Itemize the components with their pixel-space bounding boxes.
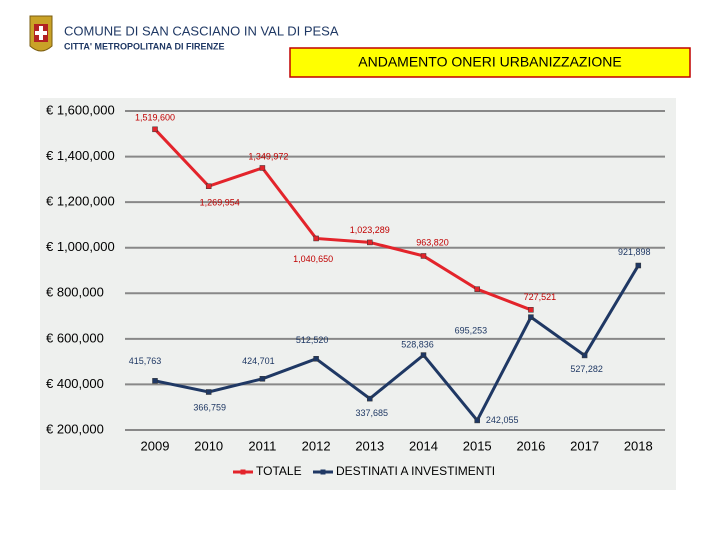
x-tick-label: 2015 — [463, 438, 492, 453]
x-tick-label: 2012 — [302, 438, 331, 453]
data-label: 527,282 — [570, 364, 603, 374]
data-label: 366,759 — [193, 402, 226, 412]
series-marker — [367, 239, 373, 246]
title-box — [289, 47, 691, 78]
x-tick-label: 2016 — [516, 438, 545, 453]
x-tick-label: 2013 — [355, 438, 384, 453]
series-line — [153, 128, 532, 312]
data-label: 512,520 — [296, 335, 329, 345]
y-tick-label: € 1,000,000 — [46, 239, 115, 254]
y-tick-label: € 600,000 — [46, 330, 104, 345]
series-marker — [205, 389, 212, 395]
x-tick-label: 2018 — [624, 438, 653, 453]
data-label: 1,269,954 — [200, 198, 240, 208]
legend-marker — [320, 469, 326, 475]
data-label: 963,820 — [416, 237, 449, 247]
series-marker — [313, 235, 319, 242]
y-tick-label: € 1,600,000 — [46, 102, 115, 117]
series-marker — [420, 253, 427, 259]
legend-label: DESTINATI A INVESTIMENTI — [336, 464, 495, 478]
series-marker — [420, 352, 427, 358]
data-label: 695,253 — [455, 326, 488, 336]
series-marker — [259, 165, 266, 171]
series-marker — [528, 314, 534, 320]
x-tick-label: 2010 — [194, 438, 223, 453]
data-label: 528,836 — [401, 339, 434, 349]
chart-title: ANDAMENTO ONERI URBANIZZAZIONE — [358, 54, 621, 70]
y-tick-label: € 1,400,000 — [46, 148, 115, 163]
series-marker — [474, 286, 480, 292]
header-title: COMUNE DI SAN CASCIANO IN VAL DI PESA — [64, 23, 339, 38]
series-marker — [152, 378, 158, 384]
data-label: 1,023,289 — [350, 225, 390, 235]
data-label: 1,349,972 — [248, 151, 288, 161]
series-marker — [313, 356, 319, 362]
data-label: 1,040,650 — [293, 254, 333, 264]
series-marker — [152, 126, 158, 133]
legend-marker — [240, 469, 246, 475]
y-tick-label: € 400,000 — [46, 376, 104, 391]
series-marker — [581, 352, 588, 359]
legend-label: TOTALE — [256, 464, 302, 478]
data-label: 424,701 — [242, 356, 275, 366]
series-marker — [635, 262, 642, 269]
data-label: 415,763 — [129, 356, 162, 366]
data-label: 242,055 — [486, 415, 519, 425]
header-subtitle: CITTA' METROPOLITANA DI FIRENZE — [64, 41, 224, 51]
series-marker — [528, 307, 534, 313]
y-tick-label: € 1,200,000 — [46, 194, 115, 209]
series-marker — [474, 417, 480, 424]
data-label: 1,519,600 — [135, 113, 175, 123]
data-label: 727,521 — [524, 292, 557, 302]
x-tick-label: 2009 — [141, 438, 170, 453]
logo — [29, 15, 53, 52]
x-tick-label: 2011 — [248, 438, 276, 453]
series-marker — [205, 183, 212, 189]
series-line — [154, 264, 640, 424]
data-label: 921,898 — [618, 247, 651, 257]
x-tick-label: 2017 — [570, 438, 599, 453]
y-tick-label: € 200,000 — [46, 421, 104, 436]
series-marker — [367, 395, 373, 402]
data-label: 337,685 — [356, 408, 389, 418]
x-tick-label: 2014 — [409, 438, 438, 453]
y-tick-label: € 800,000 — [46, 285, 104, 300]
series-marker — [259, 376, 266, 382]
